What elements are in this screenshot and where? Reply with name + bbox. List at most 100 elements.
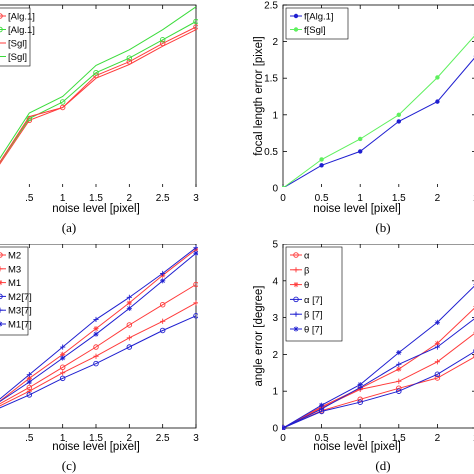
legend-entry: M3 xyxy=(8,264,21,275)
x-tick-label: 1.5 xyxy=(89,433,103,444)
legend-sample-marker xyxy=(293,311,299,317)
y-tick-label: 1 xyxy=(272,110,278,121)
series-c-3 xyxy=(0,313,198,409)
series-d-0 xyxy=(282,354,474,430)
legend-entry: f[Alg.1] xyxy=(304,12,334,23)
y-tick-label: 5 xyxy=(272,240,278,251)
series-c-1 xyxy=(0,300,198,407)
x-tick-label: .5 xyxy=(25,433,34,444)
data-point xyxy=(93,344,99,350)
legend-entry: β xyxy=(304,265,310,276)
series-d-3 xyxy=(282,348,474,430)
legend-sample-marker xyxy=(293,252,299,258)
legend-box xyxy=(0,246,29,336)
data-point xyxy=(357,381,363,388)
x-tick-label: 1 xyxy=(60,433,66,444)
data-point xyxy=(126,335,132,341)
data-point xyxy=(126,55,133,61)
data-point xyxy=(93,326,99,332)
data-point xyxy=(160,278,166,284)
series-line xyxy=(0,21,197,163)
legend-sample-marker xyxy=(0,293,3,300)
series-line xyxy=(282,318,474,429)
x-tick-label: 1 xyxy=(357,193,363,204)
series-line xyxy=(282,285,474,429)
series-line xyxy=(282,307,474,429)
series-a-3 xyxy=(0,6,197,159)
chart-panel-a: [Alg.1] [Alg.1] [Sgl] [Sgl] xyxy=(0,4,198,187)
x-tick-label: 1.5 xyxy=(89,193,103,204)
x-tick-label: 1.5 xyxy=(392,433,406,444)
x-tick-label: 1 xyxy=(60,193,66,204)
series-a-1 xyxy=(0,18,198,163)
legend-c: M2 M3 M1 M2[7] M3[7] M1[7] xyxy=(0,246,32,336)
data-point xyxy=(193,281,198,288)
legend-entry: f[Sgl] xyxy=(304,25,326,36)
legend-b: f[Alg.1] f[Sgl] xyxy=(285,7,349,40)
series-line xyxy=(282,333,474,429)
legend-d: αβθ α [7] β [7] θ [7] xyxy=(285,246,343,342)
y-tick-label: 0 xyxy=(272,184,278,195)
plot-frame xyxy=(0,244,197,429)
data-point xyxy=(93,353,99,359)
series-a-2 xyxy=(0,29,197,163)
x-tick-label: 2.5 xyxy=(156,433,170,444)
x-axis-label: noise level [pixel] xyxy=(52,203,140,215)
x-tick-label: 3 xyxy=(193,433,199,444)
legend-entry: β [7] xyxy=(304,310,323,321)
series-c-0 xyxy=(0,281,198,405)
data-point xyxy=(319,402,325,408)
data-point xyxy=(193,300,198,306)
y-tick-label: 3 xyxy=(272,313,278,324)
legend-sample-marker xyxy=(293,296,299,303)
data-point xyxy=(26,372,32,378)
data-point xyxy=(60,370,66,376)
data-point xyxy=(93,360,99,367)
data-point xyxy=(282,425,286,430)
legend-box xyxy=(285,246,343,342)
series-c-5 xyxy=(0,250,198,403)
legend-entry: M2 xyxy=(8,251,21,262)
y-tick-label: 0.5 xyxy=(264,147,278,158)
series-b-1 xyxy=(282,33,474,187)
data-point xyxy=(26,375,32,381)
x-tick-label: 2 xyxy=(127,193,133,204)
data-point xyxy=(434,344,440,350)
legend-sample-marker xyxy=(0,307,3,313)
data-point xyxy=(435,99,440,104)
data-point xyxy=(396,112,401,118)
data-point xyxy=(319,157,324,162)
x-tick-label: 1 xyxy=(357,433,363,444)
series-line xyxy=(0,29,197,163)
y-tick-label: 1 xyxy=(272,387,278,398)
y-tick-label: 1.5 xyxy=(264,74,278,85)
data-point xyxy=(59,375,66,382)
y-tick-label: 2 xyxy=(272,37,278,48)
data-point xyxy=(126,294,132,300)
data-point xyxy=(193,18,198,25)
series-line xyxy=(0,284,197,405)
data-point xyxy=(93,316,99,323)
x-tick-label: 0.5 xyxy=(315,433,329,444)
legend-entry: θ xyxy=(304,280,309,291)
series-line xyxy=(283,35,474,187)
data-point xyxy=(160,318,166,324)
legend-box xyxy=(285,7,349,40)
data-point xyxy=(396,119,401,124)
data-point xyxy=(126,344,133,350)
y-axis-label: angle error [degree] xyxy=(253,285,265,386)
data-point xyxy=(396,366,402,372)
data-point xyxy=(193,245,198,251)
data-point xyxy=(396,388,402,394)
x-tick-label: 2 xyxy=(435,193,441,204)
legend-sample-marker xyxy=(0,13,3,19)
series-c-4 xyxy=(0,245,198,400)
data-point xyxy=(358,149,363,154)
data-point xyxy=(319,163,324,168)
data-point xyxy=(159,327,166,334)
data-point xyxy=(193,313,198,319)
legend-entry: θ [7] xyxy=(304,325,323,336)
data-point xyxy=(434,359,440,365)
x-tick-label: 2 xyxy=(435,433,441,444)
y-axis-label: focal length error [pixel] xyxy=(253,36,265,156)
